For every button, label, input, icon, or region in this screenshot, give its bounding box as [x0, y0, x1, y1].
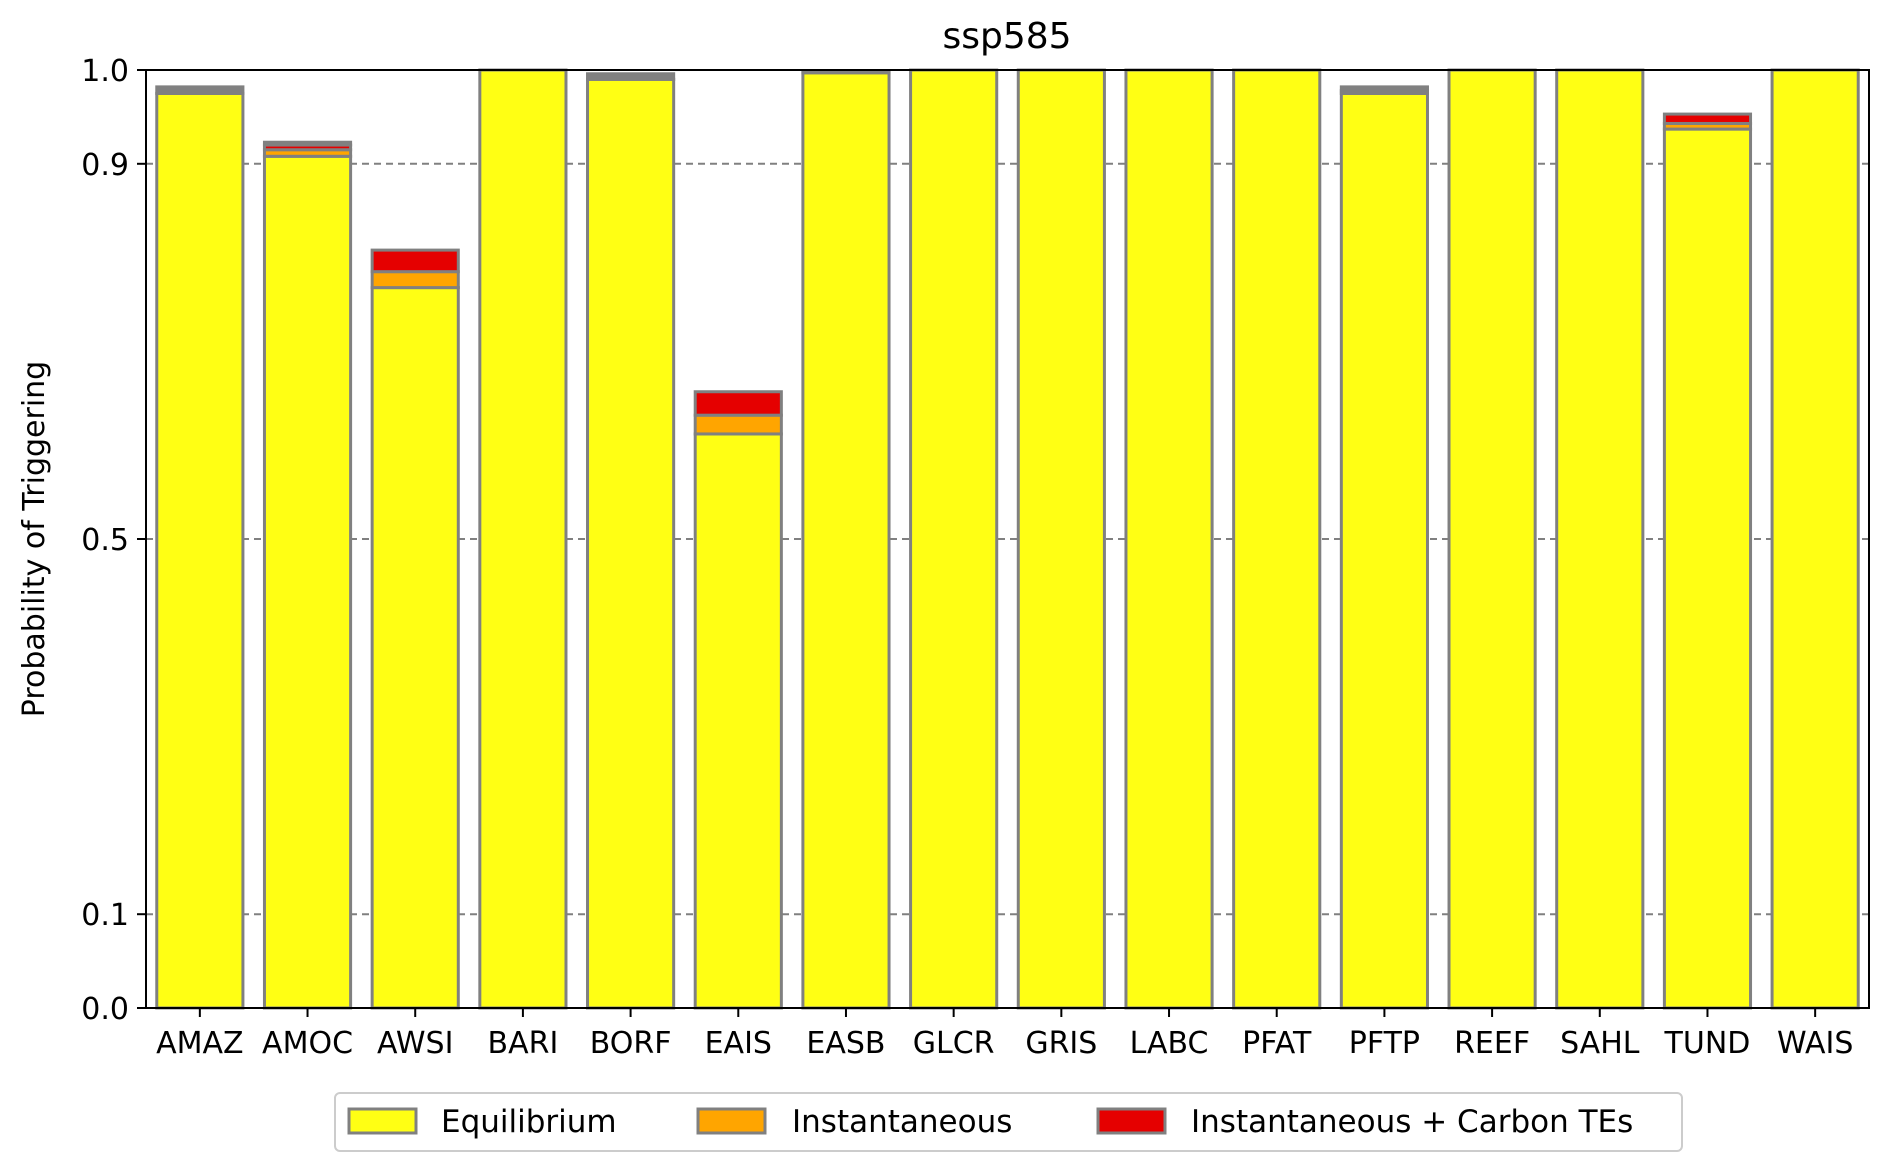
- y-tick-label: 0.0: [81, 992, 129, 1027]
- x-tick-label-amoc: AMOC: [262, 1026, 353, 1061]
- bar-eais-equilibrium: [693, 432, 783, 1010]
- bar-easb-cap: [801, 69, 891, 75]
- bar-pfat-equilibrium: [1232, 68, 1322, 1010]
- x-tick-label-easb: EASB: [806, 1026, 885, 1061]
- y-axis-ticks: 0.0 0.1 0.5 0.9 1.0: [81, 54, 146, 1027]
- x-tick-label-amaz: AMAZ: [156, 1026, 243, 1061]
- chart-title: ssp585: [942, 16, 1071, 57]
- y-axis-label: Probability of Triggering: [17, 361, 52, 717]
- bar-group-pftp: [1339, 85, 1429, 1010]
- bar-amoc-equilibrium: [262, 154, 353, 1010]
- legend: Equilibrium Instantaneous Instantaneous …: [334, 1092, 1683, 1152]
- bar-pftp-equilibrium: [1339, 91, 1429, 1010]
- bar-amaz-equilibrium: [155, 91, 245, 1010]
- bar-group-reef: [1447, 68, 1537, 1010]
- bar-glcr-equilibrium: [909, 68, 999, 1010]
- bar-group-borf: [586, 72, 676, 1010]
- bar-awsi-instantaneous: [370, 270, 460, 290]
- bar-group-tund: [1662, 112, 1753, 1010]
- legend-label-equilibrium: Equilibrium: [441, 1104, 617, 1140]
- bar-amoc-cap: [262, 140, 353, 147]
- bar-group-gris: [1016, 68, 1106, 1010]
- bar-group-glcr: [909, 68, 999, 1010]
- x-tick-label-pftp: PFTP: [1349, 1026, 1420, 1061]
- x-tick-label-sahl: SAHL: [1560, 1026, 1640, 1061]
- bar-group-easb: [801, 69, 891, 1010]
- x-tick-label-pfat: PFAT: [1242, 1026, 1312, 1061]
- bar-gris-equilibrium: [1016, 68, 1106, 1010]
- y-tick-label: 0.9: [81, 148, 129, 183]
- y-tick-label: 0.1: [81, 898, 129, 933]
- legend-label-instantaneous-carbon: Instantaneous + Carbon TEs: [1191, 1104, 1633, 1140]
- x-tick-label-gris: GRIS: [1025, 1026, 1097, 1061]
- bar-bari-equilibrium: [478, 68, 568, 1010]
- x-tick-label-reef: REEF: [1454, 1026, 1530, 1061]
- x-tick-label-tund: TUND: [1664, 1026, 1751, 1061]
- legend-label-instantaneous: Instantaneous: [792, 1104, 1012, 1140]
- x-tick-label-wais: WAIS: [1777, 1026, 1853, 1061]
- x-tick-label-awsi: AWSI: [377, 1026, 453, 1061]
- bar-awsi-instantaneous-carbon-tes: [370, 248, 460, 274]
- bar-wais-equilibrium: [1770, 68, 1860, 1010]
- bar-labc-equilibrium: [1124, 68, 1214, 1010]
- bar-group-pfat: [1232, 68, 1322, 1010]
- x-tick-label-borf: BORF: [590, 1026, 672, 1061]
- bar-group-sahl: [1555, 68, 1645, 1010]
- legend-swatch-instantaneous-carbon: [1096, 1107, 1167, 1135]
- bar-borf-equilibrium: [586, 77, 676, 1010]
- bar-group-bari: [478, 68, 568, 1010]
- x-tick-label-bari: BARI: [488, 1026, 559, 1061]
- bar-group-awsi: [370, 248, 460, 1010]
- bar-group-amoc: [262, 140, 353, 1010]
- bar-group-labc: [1124, 68, 1214, 1010]
- bar-reef-equilibrium: [1447, 68, 1537, 1010]
- bar-borf-cap: [586, 72, 676, 81]
- legend-swatch-equilibrium: [347, 1107, 418, 1135]
- x-tick-label-eais: EAIS: [705, 1026, 772, 1061]
- bar-easb-equilibrium: [801, 71, 891, 1010]
- x-tick-label-labc: LABC: [1130, 1026, 1209, 1061]
- y-tick-label: 1.0: [81, 54, 129, 89]
- legend-swatch-instantaneous: [696, 1107, 767, 1135]
- bar-amaz-cap: [155, 85, 245, 95]
- bar-group-amaz: [155, 85, 245, 1010]
- bar-group-eais: [693, 390, 783, 1010]
- legend-frame: [334, 1092, 1683, 1152]
- y-tick-label: 0.5: [81, 523, 129, 558]
- x-axis-ticks: AMAZ AMOC AWSI BARI BORF EAIS EASB GLCR GRIS LABC…: [156, 1008, 1853, 1061]
- bar-sahl-equilibrium: [1555, 68, 1645, 1010]
- bar-tund-instantaneous-carbon-tes: [1662, 112, 1753, 125]
- bar-eais-instantaneous-carbon-tes: [693, 390, 783, 417]
- bar-group-wais: [1770, 68, 1860, 1010]
- bar-eais-instantaneous: [693, 413, 783, 436]
- bar-tund-equilibrium: [1662, 127, 1753, 1010]
- bar-pftp-cap: [1339, 85, 1429, 93]
- x-tick-label-glcr: GLCR: [913, 1026, 995, 1061]
- bars: [155, 68, 1860, 1010]
- bar-awsi-equilibrium: [370, 286, 460, 1010]
